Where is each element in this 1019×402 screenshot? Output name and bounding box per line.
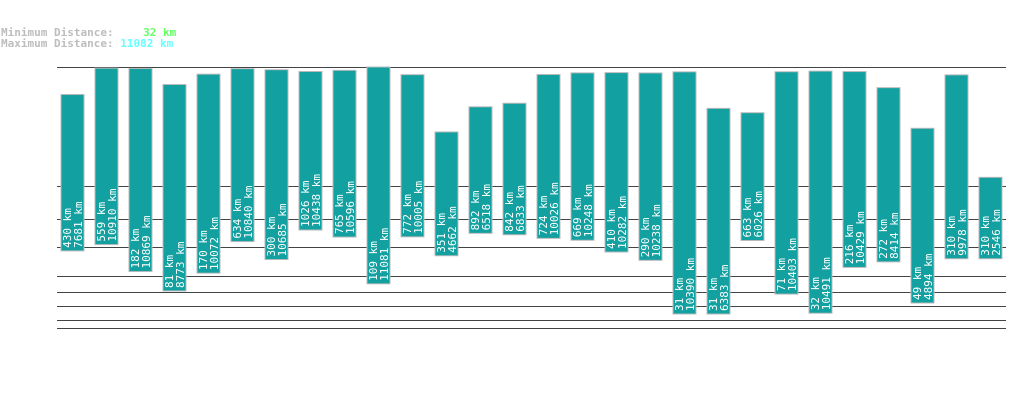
bar-max-label: 10248 km (582, 184, 595, 237)
min-distance-label: Minimum Distance: (1, 26, 114, 39)
max-distance-readout: Maximum Distance: 11082 km (1, 38, 173, 49)
bar-min-label: 669 km (571, 197, 584, 237)
bar-min-label: 81 km (163, 254, 176, 287)
range-bar (502, 102, 527, 236)
range-bar (332, 69, 357, 238)
bar-max-label: 10403 km (786, 238, 799, 291)
range-bar (60, 93, 85, 252)
bar-max-label: 10238 km (650, 204, 663, 257)
range-bar (978, 176, 1003, 260)
bar-min-label: 31 km (707, 278, 720, 311)
bar-max-label: 10491 km (820, 257, 833, 310)
bar-min-label: 71 km (775, 258, 788, 291)
bar-min-label: 170 km (197, 230, 210, 270)
bar-max-label: 8773 km (174, 241, 187, 288)
bar-min-label: 410 km (605, 209, 618, 249)
bar-max-label: 6026 km (752, 191, 765, 238)
range-bar (264, 69, 289, 261)
range-bar (706, 107, 731, 315)
range-bar (570, 72, 595, 241)
bar-max-label: 10429 km (854, 211, 867, 264)
bar-min-label: 663 km (741, 197, 754, 237)
range-bar (944, 74, 969, 260)
bar-min-label: 772 km (401, 194, 414, 234)
bar-min-label: 634 km (231, 198, 244, 238)
range-bar (740, 112, 765, 241)
range-bar (638, 72, 663, 261)
range-bar (128, 67, 153, 273)
bar-min-label: 1026 km (299, 180, 312, 227)
min-distance-readout: Minimum Distance: 32 km (1, 27, 176, 38)
bar-max-label: 6833 km (514, 185, 527, 232)
range-bar (808, 70, 833, 314)
range-bar (468, 106, 493, 234)
bar-max-label: 6383 km (718, 264, 731, 311)
bar-min-label: 216 km (843, 224, 856, 264)
bar-max-label: 4662 km (446, 206, 459, 253)
bar-max-label: 11081 km (378, 227, 391, 280)
range-bar (672, 71, 697, 315)
range-bar (774, 71, 799, 295)
bar-min-label: 765 km (333, 194, 346, 234)
range-bar (230, 68, 255, 243)
range-bar (162, 84, 187, 292)
range-bar (604, 72, 629, 253)
bar-max-label: 8414 km (888, 212, 901, 259)
range-bar (400, 74, 425, 238)
bar-max-label: 4894 km (922, 253, 935, 300)
bar-min-label: 300 km (265, 216, 278, 256)
bar-min-label: 430 km (61, 208, 74, 248)
range-bar (842, 71, 867, 268)
bar-max-label: 10026 km (548, 182, 561, 235)
max-distance-label: Maximum Distance: (1, 37, 114, 50)
bar-min-label: 310 km (979, 216, 992, 256)
bar-max-label: 10282 km (616, 196, 629, 249)
range-bar (196, 73, 221, 274)
bar-max-label: 10840 km (242, 185, 255, 238)
bar-max-label: 7681 km (72, 201, 85, 248)
bar-max-label: 10685 km (276, 203, 289, 256)
bar-min-label: 842 km (503, 192, 516, 232)
range-bar (298, 70, 323, 231)
bar-min-label: 32 km (809, 277, 822, 310)
range-bar (536, 74, 561, 239)
range-bar (366, 66, 391, 285)
range-bar (876, 87, 901, 263)
bar-max-label: 9978 km (956, 209, 969, 256)
bar-min-label: 290 km (639, 217, 652, 257)
bar-max-label: 10390 km (684, 258, 697, 311)
max-distance-value: 11082 km (120, 37, 174, 50)
bar-min-label: 559 km (95, 201, 108, 241)
bar-max-label: 10072 km (208, 217, 221, 270)
bar-max-label: 10596 km (344, 181, 357, 234)
min-distance-value: 32 km (143, 26, 177, 39)
range-bar (94, 67, 119, 246)
bar-min-label: 49 km (911, 267, 924, 300)
range-bar (910, 127, 935, 304)
bar-min-label: 310 km (945, 216, 958, 256)
bar-min-label: 109 km (367, 241, 380, 281)
bar-min-label: 351 km (435, 213, 448, 253)
bar-min-label: 272 km (877, 219, 890, 259)
bar-min-label: 182 km (129, 228, 142, 268)
range-bar (434, 131, 459, 257)
bar-min-label: 31 km (673, 278, 686, 311)
bar-max-label: 2546 km (990, 209, 1003, 256)
bar-max-label: 6518 km (480, 184, 493, 231)
bar-max-label: 10005 km (412, 180, 425, 233)
bar-max-label: 10869 km (140, 215, 153, 268)
bar-max-label: 10910 km (106, 188, 119, 241)
bar-max-label: 10438 km (310, 174, 323, 227)
bar-min-label: 892 km (469, 190, 482, 230)
bar-min-label: 724 km (537, 195, 550, 235)
